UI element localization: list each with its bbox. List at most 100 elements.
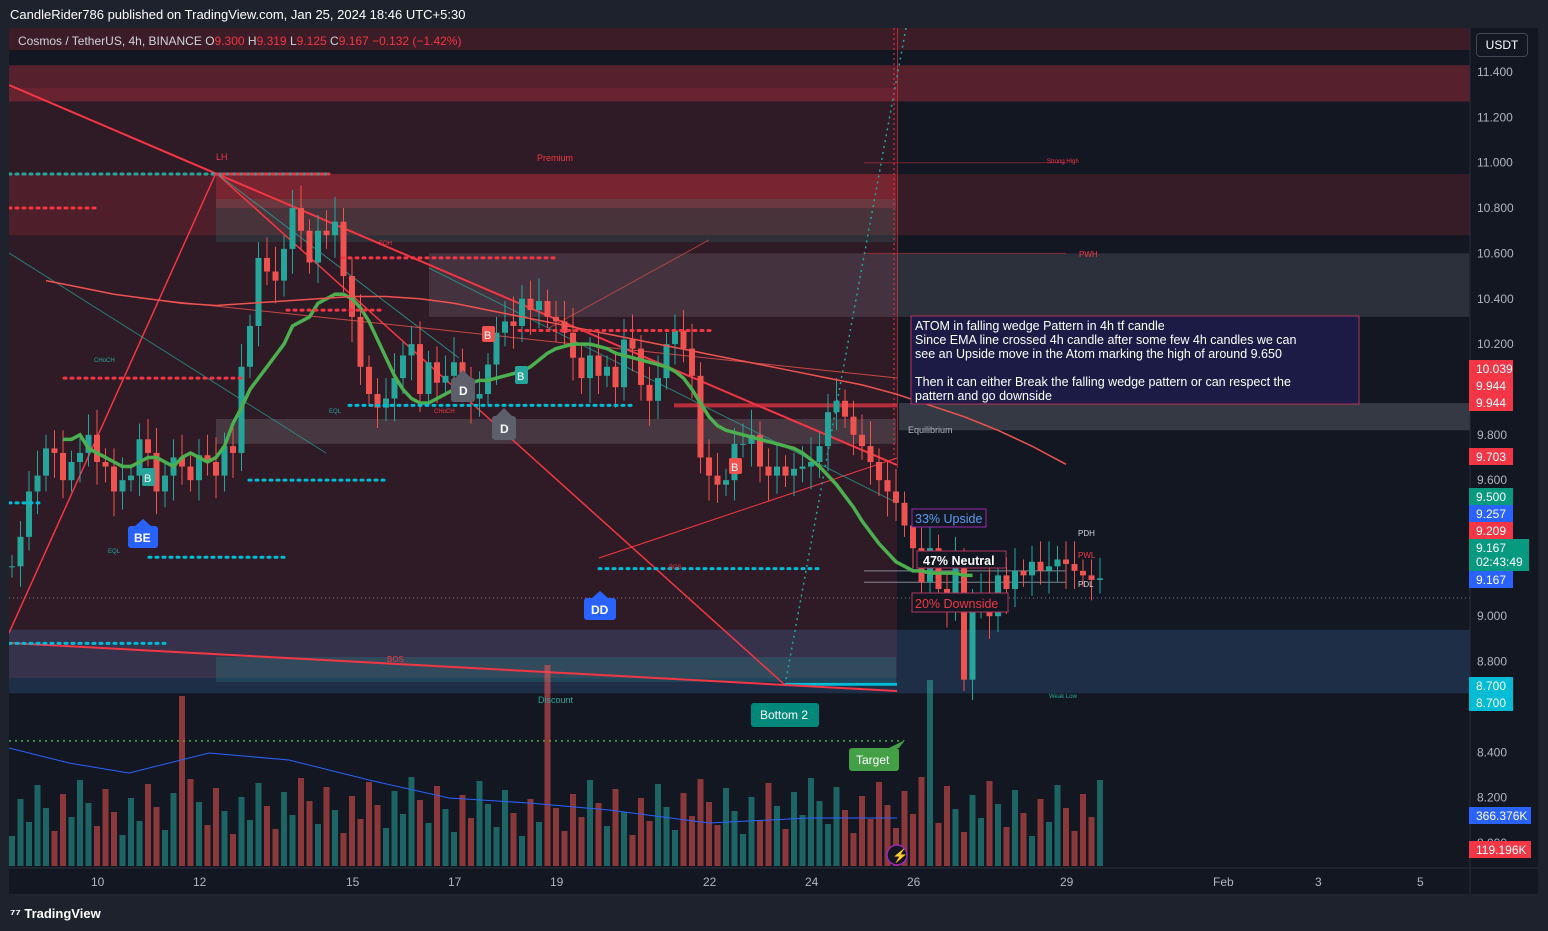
volume-bar xyxy=(383,828,389,866)
volume-bar xyxy=(910,814,916,866)
candle-body xyxy=(561,321,568,333)
volume-bar xyxy=(94,826,100,866)
candle-body xyxy=(77,452,83,463)
currency-button[interactable]: USDT xyxy=(1476,33,1528,57)
candle-body xyxy=(1020,570,1027,576)
annotation-box[interactable] xyxy=(910,315,1360,405)
chart-canvas[interactable]: 11.400 11.200 11.000 10.800 10.600 10.400 10.2… xyxy=(9,28,1538,894)
b-marker-4-label: B xyxy=(731,462,738,474)
b-marker-1[interactable] xyxy=(142,468,155,486)
candle-body xyxy=(655,378,661,401)
bottom2-marker[interactable] xyxy=(751,703,819,727)
candle-body xyxy=(374,393,381,408)
bos-label-2: BOS xyxy=(387,655,404,664)
time-tick-label: 17 xyxy=(448,875,462,889)
volume-bar xyxy=(672,830,678,866)
candle-body xyxy=(969,604,976,680)
chart-panel[interactable]: 11.400 11.200 11.000 10.800 10.600 10.400 10.2… xyxy=(9,28,1538,894)
strong-high-zone xyxy=(9,174,1470,236)
badge-9500-text: 9.500 xyxy=(1476,490,1506,504)
d-marker-2[interactable] xyxy=(492,416,516,440)
badge-8700-a xyxy=(1469,677,1513,694)
annotation-line-2: Since EMA line crossed 4h candle after s… xyxy=(915,333,1297,347)
volume-bar xyxy=(315,824,321,866)
volume-bar xyxy=(417,800,423,866)
supply-zone-top xyxy=(9,65,1470,102)
volume-bar xyxy=(1097,780,1103,866)
volume-bar xyxy=(1037,799,1044,866)
candle-body xyxy=(315,230,321,263)
b-marker-2[interactable] xyxy=(515,366,528,384)
volume-bar xyxy=(782,829,789,866)
candle-body xyxy=(323,230,330,236)
b-marker-3[interactable] xyxy=(482,326,495,342)
volume-bar xyxy=(663,807,670,866)
candle-body xyxy=(510,321,517,326)
candle-body xyxy=(765,466,772,476)
volume-bar xyxy=(748,797,755,866)
tv-brand-text: TradingView xyxy=(24,906,101,921)
badge-10039 xyxy=(1469,360,1513,377)
volume-bar xyxy=(459,795,466,866)
symbol-legend[interactable]: Cosmos / TetherUS, 4h, BINANCE O9.300 H9… xyxy=(18,34,461,48)
downside-text: 20% Downside xyxy=(915,597,998,611)
upside-box[interactable] xyxy=(911,508,987,528)
volume-bar xyxy=(706,802,712,866)
tradingview-logo[interactable]: ⁷⁷ TradingView xyxy=(10,906,101,921)
volume-bar xyxy=(374,805,381,866)
candle-body xyxy=(697,375,704,458)
slow-trend-line xyxy=(138,297,898,379)
badge-countdown-text: 02:43:49 xyxy=(1476,555,1523,569)
volume-bar xyxy=(969,795,976,866)
volume-bar xyxy=(357,819,364,866)
be-marker[interactable] xyxy=(128,526,158,548)
time-tick-label: 15 xyxy=(346,875,360,889)
dd-marker[interactable] xyxy=(584,598,616,620)
d-marker-1[interactable] xyxy=(451,378,475,402)
be-marker-label: BE xyxy=(134,531,151,545)
candle-body xyxy=(391,378,398,399)
volume-bar xyxy=(927,680,933,866)
be-marker-tip xyxy=(135,519,151,526)
candle-body xyxy=(672,330,678,345)
candle-body xyxy=(850,416,857,435)
candle-body xyxy=(833,400,840,413)
b-marker-3-label: B xyxy=(484,330,491,342)
candle-body xyxy=(799,466,806,469)
eqh-label: EQH xyxy=(379,241,392,247)
candle-body xyxy=(527,298,534,311)
badge-volume-ma-text: 366.376K xyxy=(1476,809,1527,823)
candle-body xyxy=(748,434,755,444)
equilibrium-label: Equilibrium xyxy=(908,425,953,435)
badge-9209-text: 9.209 xyxy=(1476,524,1506,538)
volume-bar xyxy=(791,792,797,866)
b-marker-4[interactable] xyxy=(729,458,742,474)
volume-bar xyxy=(43,808,49,866)
ohlc-high-label: H xyxy=(247,34,257,48)
downside-box[interactable] xyxy=(911,592,1009,613)
candle-body xyxy=(306,230,313,263)
candle-body xyxy=(867,446,874,463)
time-tick-label: 24 xyxy=(805,875,819,889)
rise-line xyxy=(9,172,217,634)
lightning-icon[interactable] xyxy=(886,844,908,866)
neutral-box[interactable] xyxy=(916,550,1007,569)
volume-bar xyxy=(918,777,925,866)
ohlc-change: −0.132 (−1.42%) xyxy=(372,34,462,48)
badge-9257 xyxy=(1469,505,1513,522)
volume-bar xyxy=(612,789,619,866)
target-marker[interactable] xyxy=(849,748,899,771)
candle-body xyxy=(332,221,338,236)
volume-bar xyxy=(604,826,610,866)
volume-bar xyxy=(884,805,891,866)
volume-bar xyxy=(587,780,593,866)
volume-bar xyxy=(714,825,721,866)
volume-bar xyxy=(196,802,202,866)
volume-bar xyxy=(578,817,585,866)
candle-body xyxy=(408,344,415,356)
dotted-levels-layer xyxy=(9,172,821,645)
equilibrium-zone-left xyxy=(216,418,896,444)
candle-body xyxy=(136,439,143,476)
ohlc-close-label: C xyxy=(330,34,339,48)
candle-body xyxy=(9,566,15,568)
